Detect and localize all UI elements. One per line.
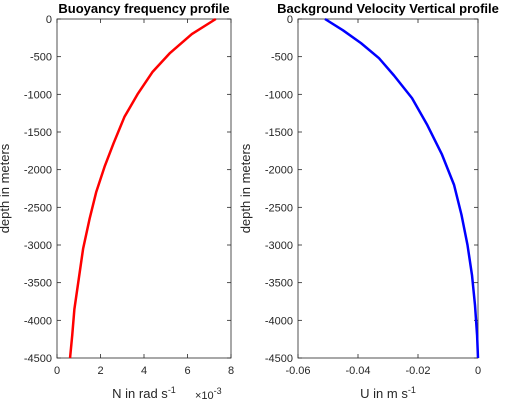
panel-2-chart-title: Background Velocity Vertical profile [277, 1, 499, 16]
panel-1-ytick-label: -500 [30, 52, 52, 64]
panel-1-y-axis-label: depth in meters [0, 143, 12, 233]
panel-2-y-axis-label: depth in meters [238, 143, 253, 233]
panel-2-xtick-label: -0.06 [285, 365, 310, 377]
panel-1-ytick-label: -3000 [24, 240, 52, 252]
panel-1-ytick-label: -2500 [24, 202, 52, 214]
panel-2-axes-box [297, 18, 479, 359]
panel-2-xtick-label: 0 [475, 365, 481, 377]
panel-1-ytick-label: -1000 [24, 89, 52, 101]
panel-2-ytick-label: -500 [271, 52, 293, 64]
panel-1-x-axis-label-superscript: -1 [168, 385, 176, 395]
panel-1-axes-box [56, 18, 232, 359]
panel-1-ytick-label: -2000 [24, 165, 52, 177]
panel-1-x-axis-label: N in rad s-1 [112, 385, 176, 401]
panel-1-ytick-label: -4000 [24, 315, 52, 327]
panel-2-ytick-label: -4000 [265, 315, 293, 327]
panel-1-x-scale-exponent: ×10-3 [195, 386, 222, 402]
panel-1-ytick-label: -3500 [24, 278, 52, 290]
panel-1-x-axis-label-text: N in rad s [112, 386, 168, 401]
panel-2-ytick-label: -1500 [265, 127, 293, 139]
panel-1-x-scale-exponent-base: ×10 [195, 390, 214, 402]
panel-2-x-axis-label: U in m s-1 [360, 385, 416, 401]
panel-1-ytick-label: -1500 [24, 127, 52, 139]
panel-1-xtick-label: 0 [54, 365, 60, 377]
panel-2-ytick-label: -2500 [265, 202, 293, 214]
panel-2-xtick-label: -0.04 [345, 365, 370, 377]
panel-1-xtick-label: 4 [141, 365, 147, 377]
panel-1-ytick-label: -4500 [24, 353, 52, 365]
panel-2-ytick-label: -3500 [265, 278, 293, 290]
panel-1-x-scale-exponent-power: -3 [214, 386, 222, 396]
panel-2-xtick-label: -0.02 [405, 365, 430, 377]
panel-2-ytick-label: -4500 [265, 353, 293, 365]
panel-1-xtick-label: 6 [184, 365, 190, 377]
panel-1-ytick-label: 0 [46, 14, 52, 26]
panel-2-ytick-label: -2000 [265, 165, 293, 177]
panel-1-chart-title: Buoyancy frequency profile [58, 1, 229, 16]
panel-2-series-line [324, 17, 480, 359]
panel-2-x-axis-label-text: U in m s [360, 386, 408, 401]
panel-2-ytick-label: -3000 [265, 240, 293, 252]
panel-2-ytick-label: 0 [287, 14, 293, 26]
panel-1-xtick-label: 8 [228, 365, 234, 377]
panel-1-series-line [68, 17, 217, 359]
panel-1-xtick-label: 2 [97, 365, 103, 377]
panel-2-ytick-label: -1000 [265, 89, 293, 101]
panel-2-x-axis-label-superscript: -1 [408, 385, 416, 395]
